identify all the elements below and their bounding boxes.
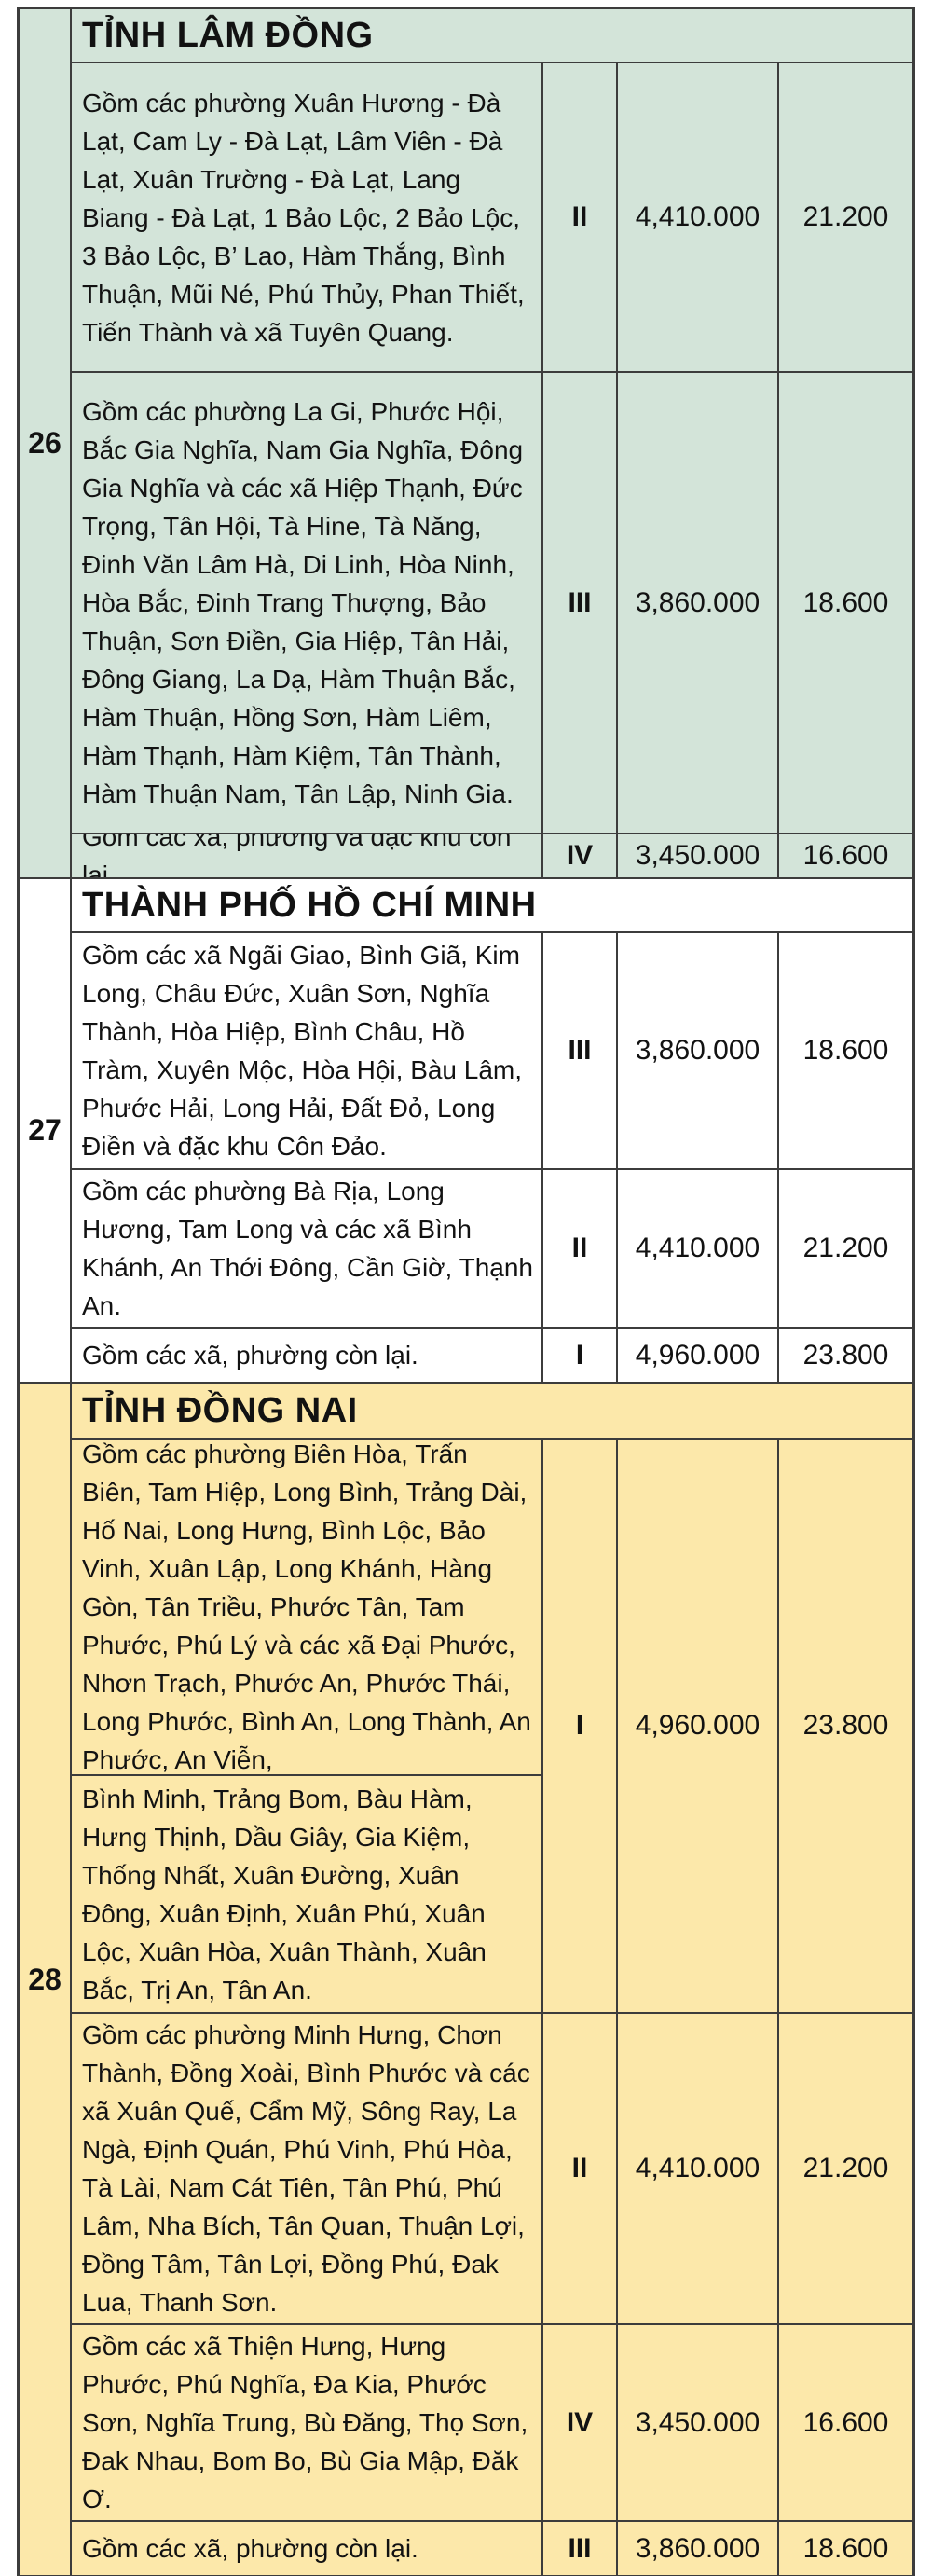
row-number: 26 — [20, 9, 72, 877]
hourly-wage: 21.200 — [802, 2153, 889, 2183]
zone-level: III — [543, 373, 618, 833]
table-row: Gồm các xã, phường còn lại. I 4,960.000 … — [72, 1329, 912, 1382]
monthly-wage: 4,960.000 — [618, 1440, 779, 2012]
section-body: TỈNH LÂM ĐỒNG Gồm các phường Xuân Hương … — [72, 9, 912, 877]
table-row: Gồm các phường La Gi, Phước Hội, Bắc Gia… — [72, 373, 912, 834]
monthly-wage: 4,410.000 — [618, 63, 779, 371]
hourly-wage: 16.600 — [802, 2406, 889, 2438]
zone-level: II — [543, 2014, 618, 2323]
zone-level: III — [543, 2522, 618, 2575]
area-description: Gồm các xã, phường và đặc khu còn lại. — [72, 834, 543, 877]
minimum-wage-table: 26 TỈNH LÂM ĐỒNG Gồm các phường Xuân Hươ… — [17, 7, 915, 2576]
table-row: Gồm các phường Xuân Hương - Đà Lạt, Cam … — [72, 63, 912, 373]
province-title: TỈNH ĐỒNG NAI — [72, 1384, 912, 1440]
table-row: Gồm các xã Thiện Hưng, Hưng Phước, Phú N… — [72, 2325, 912, 2522]
hourly-wage: 16.600 — [802, 840, 889, 871]
table-row: Gồm các xã, phường và đặc khu còn lại. I… — [72, 834, 912, 877]
table-row: Gồm các phường Minh Hưng, Chơn Thành, Đồ… — [72, 2014, 912, 2325]
zone-level: III — [543, 933, 618, 1168]
province-title: THÀNH PHỐ HỒ CHÍ MINH — [72, 879, 912, 933]
hourly-wage: 21.200 — [802, 1233, 889, 1263]
monthly-wage: 4,410.000 — [618, 1170, 779, 1327]
area-description-split: Gồm các phường Biên Hòa, Trấn Biên, Tam … — [72, 1440, 543, 2012]
row-number: 28 — [20, 1384, 72, 2575]
table-row: Gồm các xã Ngãi Giao, Bình Giã, Kim Long… — [72, 933, 912, 1170]
hourly-wage: 18.600 — [802, 2532, 889, 2564]
monthly-wage: 3,860.000 — [618, 373, 779, 833]
area-description: Gồm các xã Ngãi Giao, Bình Giã, Kim Long… — [72, 933, 543, 1168]
area-description: Gồm các xã Thiện Hưng, Hưng Phước, Phú N… — [72, 2325, 543, 2520]
area-description: Gồm các phường Bà Rịa, Long Hương, Tam L… — [72, 1170, 543, 1327]
hourly-wage: 18.600 — [802, 586, 889, 618]
zone-level: I — [543, 1329, 618, 1382]
table-row: Gồm các phường Biên Hòa, Trấn Biên, Tam … — [72, 1440, 912, 2014]
section-body: THÀNH PHỐ HỒ CHÍ MINH Gồm các xã Ngãi Gi… — [72, 879, 912, 1382]
province-title: TỈNH LÂM ĐỒNG — [72, 9, 912, 63]
monthly-wage: 3,450.000 — [618, 2325, 779, 2520]
area-description: Bình Minh, Trảng Bom, Bàu Hàm, Hưng Thịn… — [82, 1784, 487, 2004]
area-description: Gồm các xã, phường còn lại. — [72, 2522, 543, 2575]
hourly-wage: 18.600 — [802, 1035, 889, 1066]
zone-level: II — [543, 63, 618, 371]
zone-level: IV — [543, 2325, 618, 2520]
zone-level: I — [543, 1440, 618, 2012]
zone-level: IV — [543, 834, 618, 877]
table-row: Gồm các phường Bà Rịa, Long Hương, Tam L… — [72, 1170, 912, 1329]
hourly-wage: 23.800 — [802, 1710, 889, 1741]
section-dong-nai: 28 TỈNH ĐỒNG NAI Gồm các phường Biên Hòa… — [20, 1382, 912, 2575]
monthly-wage: 4,410.000 — [618, 2014, 779, 2323]
area-description: Gồm các phường Xuân Hương - Đà Lạt, Cam … — [72, 63, 543, 371]
table-row: Gồm các xã, phường còn lại. III 3,860.00… — [72, 2522, 912, 2575]
zone-level: II — [543, 1170, 618, 1327]
area-description: Gồm các phường Biên Hòa, Trấn Biên, Tam … — [72, 1440, 541, 1777]
area-description: Gồm các phường Minh Hưng, Chơn Thành, Đồ… — [72, 2014, 543, 2323]
monthly-wage: 3,860.000 — [618, 933, 779, 1168]
section-lam-dong: 26 TỈNH LÂM ĐỒNG Gồm các phường Xuân Hươ… — [20, 9, 912, 877]
area-description: Gồm các phường La Gi, Phước Hội, Bắc Gia… — [72, 373, 543, 833]
section-ho-chi-minh: 27 THÀNH PHỐ HỒ CHÍ MINH Gồm các xã Ngãi… — [20, 877, 912, 1382]
area-description: Gồm các xã, phường còn lại. — [72, 1329, 543, 1382]
hourly-wage: 21.200 — [802, 201, 889, 232]
row-number: 27 — [20, 879, 72, 1382]
monthly-wage: 3,860.000 — [618, 2522, 779, 2575]
section-body: TỈNH ĐỒNG NAI Gồm các phường Biên Hòa, T… — [72, 1384, 912, 2575]
hourly-wage: 23.800 — [802, 1339, 889, 1371]
monthly-wage: 3,450.000 — [618, 834, 779, 877]
monthly-wage: 4,960.000 — [618, 1329, 779, 1382]
